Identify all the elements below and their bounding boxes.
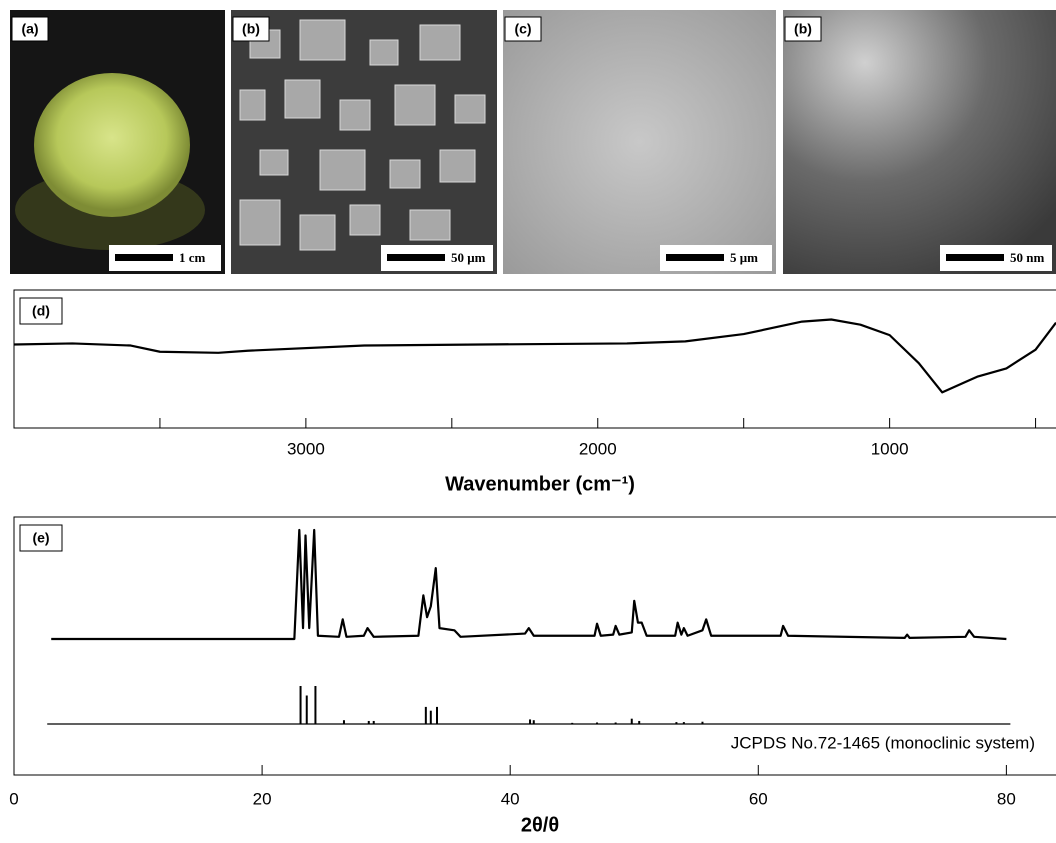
x-tick-label: 20 xyxy=(253,789,272,808)
x-tick-label: 2000 xyxy=(579,439,617,458)
x-tick-label: 1000 xyxy=(871,439,909,458)
photo-d xyxy=(783,10,1056,274)
scale-bar-label: 50 nm xyxy=(1010,250,1044,265)
x-tick-label: 80 xyxy=(997,789,1016,808)
scale-bar xyxy=(387,254,445,261)
panel-label: (a) xyxy=(21,21,38,37)
scale-bar-label: 50 μm xyxy=(451,250,486,265)
scale-bar xyxy=(666,254,724,261)
scale-bar-label: 5 μm xyxy=(730,250,758,265)
photo-c xyxy=(503,10,776,274)
x-axis-label: 2θ/θ xyxy=(521,814,559,836)
data-line xyxy=(51,530,1006,639)
photo-a xyxy=(10,10,225,274)
panel-label: (b) xyxy=(794,21,812,37)
scale-bar xyxy=(946,254,1004,261)
plot-frame xyxy=(14,290,1056,428)
panel-label: (d) xyxy=(32,303,50,319)
x-tick-label: 0 xyxy=(9,789,18,808)
scale-bar-label: 1 cm xyxy=(179,250,206,265)
photo-b xyxy=(231,10,497,274)
series-label: JCPDS No.72-1465 (monoclinic system) xyxy=(731,733,1035,752)
scale-bar xyxy=(115,254,173,261)
panel-label: (e) xyxy=(32,530,49,546)
panel-label: (b) xyxy=(242,21,260,37)
panel-label: (c) xyxy=(514,21,531,37)
data-line xyxy=(14,320,1056,393)
figure: (a)1 cm(b)50 μm(c)5 μm(b)50 nm(d)3000200… xyxy=(0,0,1056,838)
x-tick-label: 60 xyxy=(749,789,768,808)
x-axis-label: Wavenumber (cm⁻¹) xyxy=(445,473,635,495)
x-tick-label: 40 xyxy=(501,789,520,808)
x-tick-label: 3000 xyxy=(287,439,325,458)
